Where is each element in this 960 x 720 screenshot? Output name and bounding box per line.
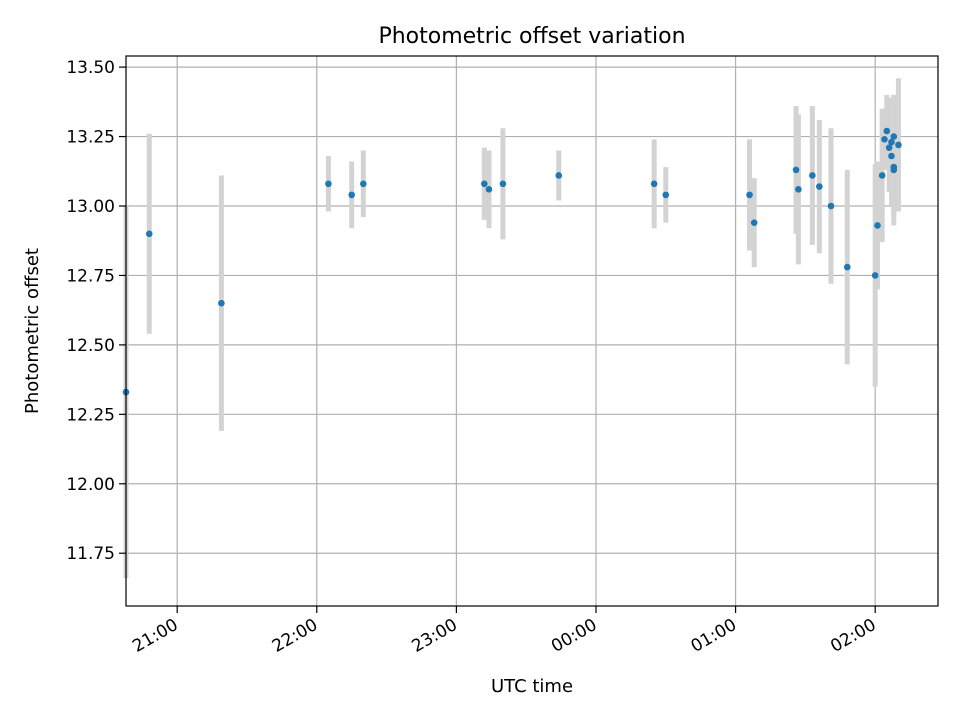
grid-layer <box>126 56 938 606</box>
data-point <box>650 180 658 188</box>
y-tick-label: 13.00 <box>66 197 115 217</box>
data-point <box>874 222 881 229</box>
data-point <box>827 202 835 210</box>
data-point <box>881 136 888 143</box>
data-point <box>888 138 895 146</box>
y-axis-ticks: 11.75 12.00 12.25 12.50 12.75 13.00 13.25 13.50 <box>66 58 126 564</box>
x-axis-label: UTC time <box>491 676 573 697</box>
data-point <box>485 186 493 193</box>
data-point <box>895 141 902 149</box>
y-tick-label: 12.25 <box>66 405 115 425</box>
data-point <box>890 133 898 140</box>
data-point <box>888 152 895 160</box>
data-point <box>481 180 488 188</box>
point-layer <box>122 127 902 396</box>
plot-frame <box>125 55 939 607</box>
data-point <box>555 172 563 179</box>
y-tick-label: 11.75 <box>66 544 115 564</box>
data-point <box>809 172 816 179</box>
data-point <box>348 191 355 199</box>
y-axis-label: Photometric offset <box>22 248 43 414</box>
y-tick-label: 12.50 <box>66 336 115 356</box>
data-point <box>816 183 823 190</box>
data-point <box>878 172 886 179</box>
data-point <box>360 180 367 188</box>
plot-area <box>126 56 938 606</box>
data-point <box>883 127 891 135</box>
data-point <box>890 166 898 174</box>
data-point <box>795 186 802 193</box>
chart-title: Photometric offset variation <box>378 24 685 49</box>
y-tick-label: 13.50 <box>66 58 115 78</box>
data-point <box>871 272 879 279</box>
data-point <box>145 230 153 238</box>
y-tick-label: 12.00 <box>66 475 115 495</box>
data-point <box>218 299 225 307</box>
data-point <box>885 144 893 151</box>
y-tick-label: 12.75 <box>66 266 115 286</box>
data-point <box>750 219 758 226</box>
y-tick-label: 13.25 <box>66 128 115 148</box>
data-point <box>325 180 332 188</box>
data-point <box>843 263 851 271</box>
data-point <box>746 191 753 199</box>
data-point <box>792 166 800 174</box>
data-point <box>499 180 507 188</box>
data-point <box>662 191 670 199</box>
